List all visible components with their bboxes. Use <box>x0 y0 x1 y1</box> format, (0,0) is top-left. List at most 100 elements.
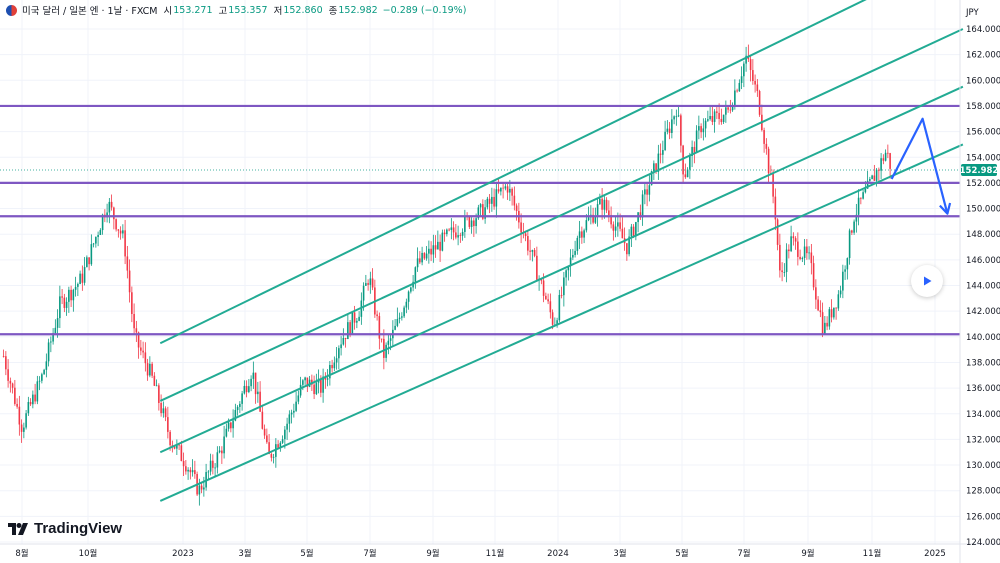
candle-body <box>221 450 223 454</box>
candle-body <box>259 391 261 412</box>
candle-body <box>367 283 369 285</box>
candle-body <box>889 153 891 169</box>
channel-line[interactable] <box>159 143 964 502</box>
projection-arrow[interactable] <box>890 117 952 215</box>
y-tick-label: 128.000 <box>966 487 1000 497</box>
candle-body <box>457 235 459 238</box>
tradingview-logo[interactable]: TradingView <box>8 520 122 537</box>
candle-body <box>734 90 736 107</box>
price-axis[interactable]: 124.000 126.000 128.000 130.000 132.000 134.0… <box>966 25 1000 548</box>
candle-body <box>792 236 795 239</box>
x-tick-label: 9월 <box>426 548 439 559</box>
candle-body <box>677 115 680 117</box>
candle-body <box>612 224 615 231</box>
candle-body <box>833 307 835 318</box>
candle-body <box>887 152 889 154</box>
candle-body <box>124 230 126 257</box>
candle-body <box>477 207 480 219</box>
candle-body <box>430 248 432 255</box>
candle-body <box>473 220 475 227</box>
candle-body <box>405 301 408 308</box>
candle-body <box>7 369 9 381</box>
candle-body <box>362 285 365 301</box>
channel-line[interactable] <box>159 85 964 454</box>
candle-body <box>99 230 102 236</box>
candle-body <box>452 227 455 233</box>
x-tick-label: 2024 <box>547 549 569 559</box>
candle-body <box>680 115 682 146</box>
candle-body <box>115 219 117 230</box>
candle-body <box>209 460 212 472</box>
trend-channel[interactable] <box>159 0 964 502</box>
candle-body <box>77 283 79 287</box>
candle-body <box>61 296 63 298</box>
candle-body <box>871 175 873 179</box>
candle-body <box>583 230 585 238</box>
candle-body <box>556 320 558 325</box>
candle-body <box>288 414 291 424</box>
candle-body <box>484 207 486 219</box>
candle-body <box>506 186 509 193</box>
candle-body <box>797 241 799 257</box>
candle-body <box>23 427 25 432</box>
projection-arrowhead[interactable] <box>939 202 952 215</box>
candle-body <box>731 106 734 111</box>
candle-body <box>2 356 5 357</box>
candle-body <box>801 257 804 259</box>
candle-body <box>137 332 140 348</box>
candle-body <box>673 116 675 120</box>
candle-body <box>702 128 705 133</box>
candle-body <box>353 312 356 323</box>
candle-body <box>263 428 266 436</box>
y-tick-label: 156.000 <box>966 128 1000 138</box>
candle-body <box>848 230 851 259</box>
projection-path[interactable] <box>890 117 949 214</box>
candle-body <box>725 107 727 115</box>
candle-body <box>749 59 752 71</box>
candle-body <box>47 342 50 362</box>
candle-body <box>45 361 48 370</box>
x-tick-label: 11월 <box>863 548 882 559</box>
candle-body <box>65 301 68 308</box>
candle-body <box>443 232 446 235</box>
low-value: 152.860 <box>283 4 323 16</box>
candle-body <box>164 408 167 418</box>
y-tick-label: 146.000 <box>966 256 1000 266</box>
currency-label: JPY <box>965 8 979 18</box>
candle-body <box>338 348 340 359</box>
candle-body <box>297 395 300 402</box>
candle-body <box>200 485 203 490</box>
candle-body <box>772 173 774 197</box>
candle-body <box>511 188 513 196</box>
candle-body <box>155 385 158 387</box>
time-axis[interactable]: 8월 10월 2023 3월 5월 7월 9월 11월 2024 3월 5월 7월 9월 11월 2025 <box>15 548 945 559</box>
candle-body <box>135 328 138 333</box>
candle-body <box>16 403 18 407</box>
candle-body <box>695 130 698 153</box>
candle-body <box>691 146 693 156</box>
candle-body <box>83 267 86 283</box>
play-icon <box>924 276 932 286</box>
candle-body <box>835 307 837 309</box>
y-tick-label: 142.000 <box>966 307 1000 317</box>
candle-body <box>149 363 151 376</box>
candle-body <box>122 230 124 234</box>
candle-body <box>38 380 41 382</box>
candle-body <box>547 299 549 302</box>
candle-body <box>151 363 153 376</box>
candle-body <box>830 309 833 318</box>
candle-body <box>720 118 723 123</box>
candle-body <box>257 391 259 395</box>
channel-line[interactable] <box>159 0 963 345</box>
x-tick-label: 3월 <box>238 548 251 559</box>
candle-body <box>97 235 99 238</box>
candle-body <box>817 299 819 311</box>
candle-body <box>27 401 30 414</box>
candle-body <box>785 249 788 273</box>
channel-line[interactable] <box>159 28 964 402</box>
candle-body <box>743 63 745 77</box>
candle-body <box>882 158 885 161</box>
candle-body <box>295 401 297 411</box>
play-button[interactable] <box>911 265 943 297</box>
